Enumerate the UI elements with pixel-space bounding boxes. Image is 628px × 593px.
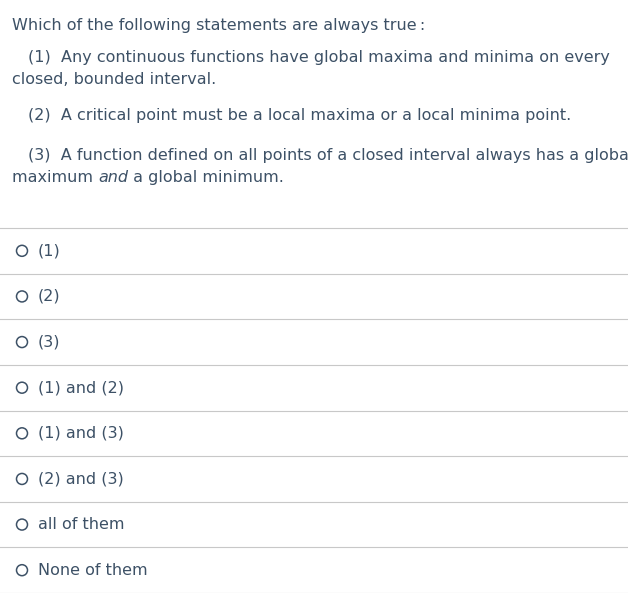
Text: all of them: all of them <box>38 517 124 532</box>
Text: (1) and (3): (1) and (3) <box>38 426 124 441</box>
Text: Which of the following statements are always true :: Which of the following statements are al… <box>12 18 425 33</box>
Text: (1)  Any continuous functions have global maxima and minima on every: (1) Any continuous functions have global… <box>28 50 610 65</box>
Circle shape <box>16 473 28 484</box>
Circle shape <box>16 565 28 576</box>
Text: (1) and (2): (1) and (2) <box>38 380 124 395</box>
Text: (3): (3) <box>38 334 60 349</box>
Text: closed, bounded interval.: closed, bounded interval. <box>12 72 216 87</box>
Circle shape <box>16 246 28 256</box>
Circle shape <box>16 291 28 302</box>
Text: (3)  A function defined on all points of a closed interval always has a global: (3) A function defined on all points of … <box>28 148 628 163</box>
Circle shape <box>16 337 28 347</box>
Text: None of them: None of them <box>38 563 148 578</box>
Text: (2) and (3): (2) and (3) <box>38 471 124 486</box>
Circle shape <box>16 382 28 393</box>
Circle shape <box>16 519 28 530</box>
Text: maximum: maximum <box>12 170 98 185</box>
Text: and: and <box>98 170 128 185</box>
Text: (1): (1) <box>38 243 61 259</box>
Text: (2)  A critical point must be a local maxima or a local minima point.: (2) A critical point must be a local max… <box>28 108 571 123</box>
Text: (2): (2) <box>38 289 61 304</box>
Circle shape <box>16 428 28 439</box>
Text: a global minimum.: a global minimum. <box>128 170 284 185</box>
